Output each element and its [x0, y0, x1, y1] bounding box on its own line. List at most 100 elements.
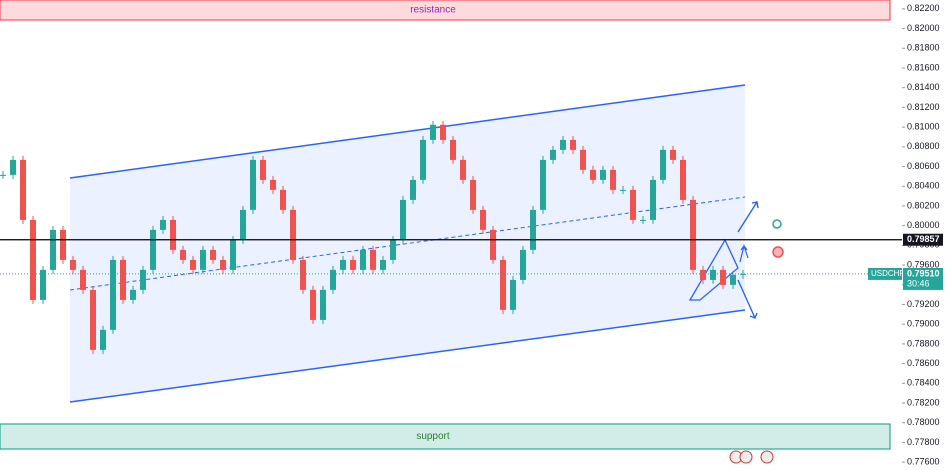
arrow-down — [737, 279, 758, 319]
y-tick-label: 0.80600 — [907, 161, 940, 171]
last-price-tag — [903, 267, 943, 290]
candle — [480, 209, 486, 230]
zone-label: support — [416, 431, 450, 442]
candle — [180, 249, 186, 260]
candle — [610, 169, 616, 190]
candle — [110, 259, 116, 330]
target-marker — [772, 219, 782, 229]
candle — [370, 249, 376, 270]
y-tick-label: 0.77600 — [907, 456, 940, 466]
candle — [650, 179, 656, 220]
candle — [190, 259, 196, 270]
candle — [630, 189, 636, 220]
channel-fill — [70, 85, 745, 402]
candle — [560, 139, 566, 150]
y-tick-label: 0.80000 — [907, 220, 940, 230]
symbol-label: USDCHF — [871, 269, 904, 278]
candle — [30, 219, 36, 300]
y-tick-label: 0.81200 — [907, 102, 940, 112]
price-line-tag — [903, 233, 943, 246]
candle — [440, 124, 446, 140]
candle — [260, 159, 266, 180]
candle — [200, 249, 206, 270]
candle — [490, 229, 496, 260]
candle — [100, 329, 106, 350]
candle — [410, 179, 416, 200]
candle — [550, 149, 556, 160]
candle — [80, 269, 86, 290]
candle — [500, 259, 506, 310]
candle — [420, 139, 426, 180]
candle — [510, 279, 516, 310]
candle — [470, 179, 476, 210]
candle — [150, 229, 156, 270]
stop-marker — [772, 246, 784, 258]
candle — [240, 209, 246, 240]
candle — [620, 189, 626, 191]
candle — [0, 174, 6, 176]
channel-top — [69, 84, 746, 179]
channel-bottom — [69, 309, 746, 403]
candle — [590, 169, 596, 180]
candle — [740, 273, 746, 275]
candle — [130, 289, 136, 300]
candle — [520, 249, 526, 280]
candle — [580, 149, 586, 170]
candle — [380, 259, 386, 270]
candle — [60, 229, 66, 260]
candle — [450, 139, 456, 160]
candle — [720, 269, 726, 285]
y-tick-label: 0.79600 — [907, 259, 940, 269]
candle — [250, 159, 256, 210]
candle — [730, 274, 736, 285]
candle — [210, 249, 216, 260]
y-tick-label: 0.81000 — [907, 121, 940, 131]
candle — [540, 159, 546, 210]
candle — [360, 249, 366, 270]
candle — [600, 169, 606, 180]
candle — [670, 149, 676, 160]
candle — [280, 189, 286, 210]
candle — [320, 289, 326, 320]
arrow-small — [739, 243, 749, 263]
y-tick-label: 0.80400 — [907, 181, 940, 191]
y-tick-label: 0.78000 — [907, 417, 940, 427]
candle — [400, 199, 406, 240]
zone — [0, 423, 891, 450]
candle — [220, 259, 226, 270]
candle — [690, 199, 696, 270]
candle — [700, 269, 706, 280]
wedge — [688, 238, 739, 301]
last-price-label: 0.79510 — [907, 268, 940, 278]
y-tick-label: 0.78200 — [907, 397, 940, 407]
candle — [270, 179, 276, 190]
y-tick-label: 0.81400 — [907, 82, 940, 92]
candle — [40, 269, 46, 300]
y-tick-label: 0.79000 — [907, 319, 940, 329]
candle — [290, 209, 296, 260]
y-tick-label: 0.82000 — [907, 23, 940, 33]
event-flag — [739, 450, 753, 464]
candle — [710, 269, 716, 280]
candle — [640, 219, 646, 221]
y-tick-label: 0.81800 — [907, 43, 940, 53]
candle — [340, 259, 346, 270]
candle — [70, 259, 76, 270]
candle — [460, 159, 466, 180]
candle — [170, 219, 176, 250]
countdown: 30:46 — [907, 278, 930, 288]
candle — [230, 239, 236, 270]
y-tick-label: 0.80800 — [907, 141, 940, 151]
zone-label: resistance — [410, 5, 456, 16]
y-tick-label: 0.78600 — [907, 358, 940, 368]
y-tick-label: 0.81600 — [907, 62, 940, 72]
price-line-label: 0.79857 — [907, 234, 940, 244]
candle — [120, 259, 126, 300]
candle — [140, 269, 146, 290]
candle — [20, 159, 26, 220]
y-tick-label: 0.80200 — [907, 200, 940, 210]
arrow-up — [737, 201, 759, 233]
candle — [570, 139, 576, 150]
candle — [660, 149, 666, 180]
